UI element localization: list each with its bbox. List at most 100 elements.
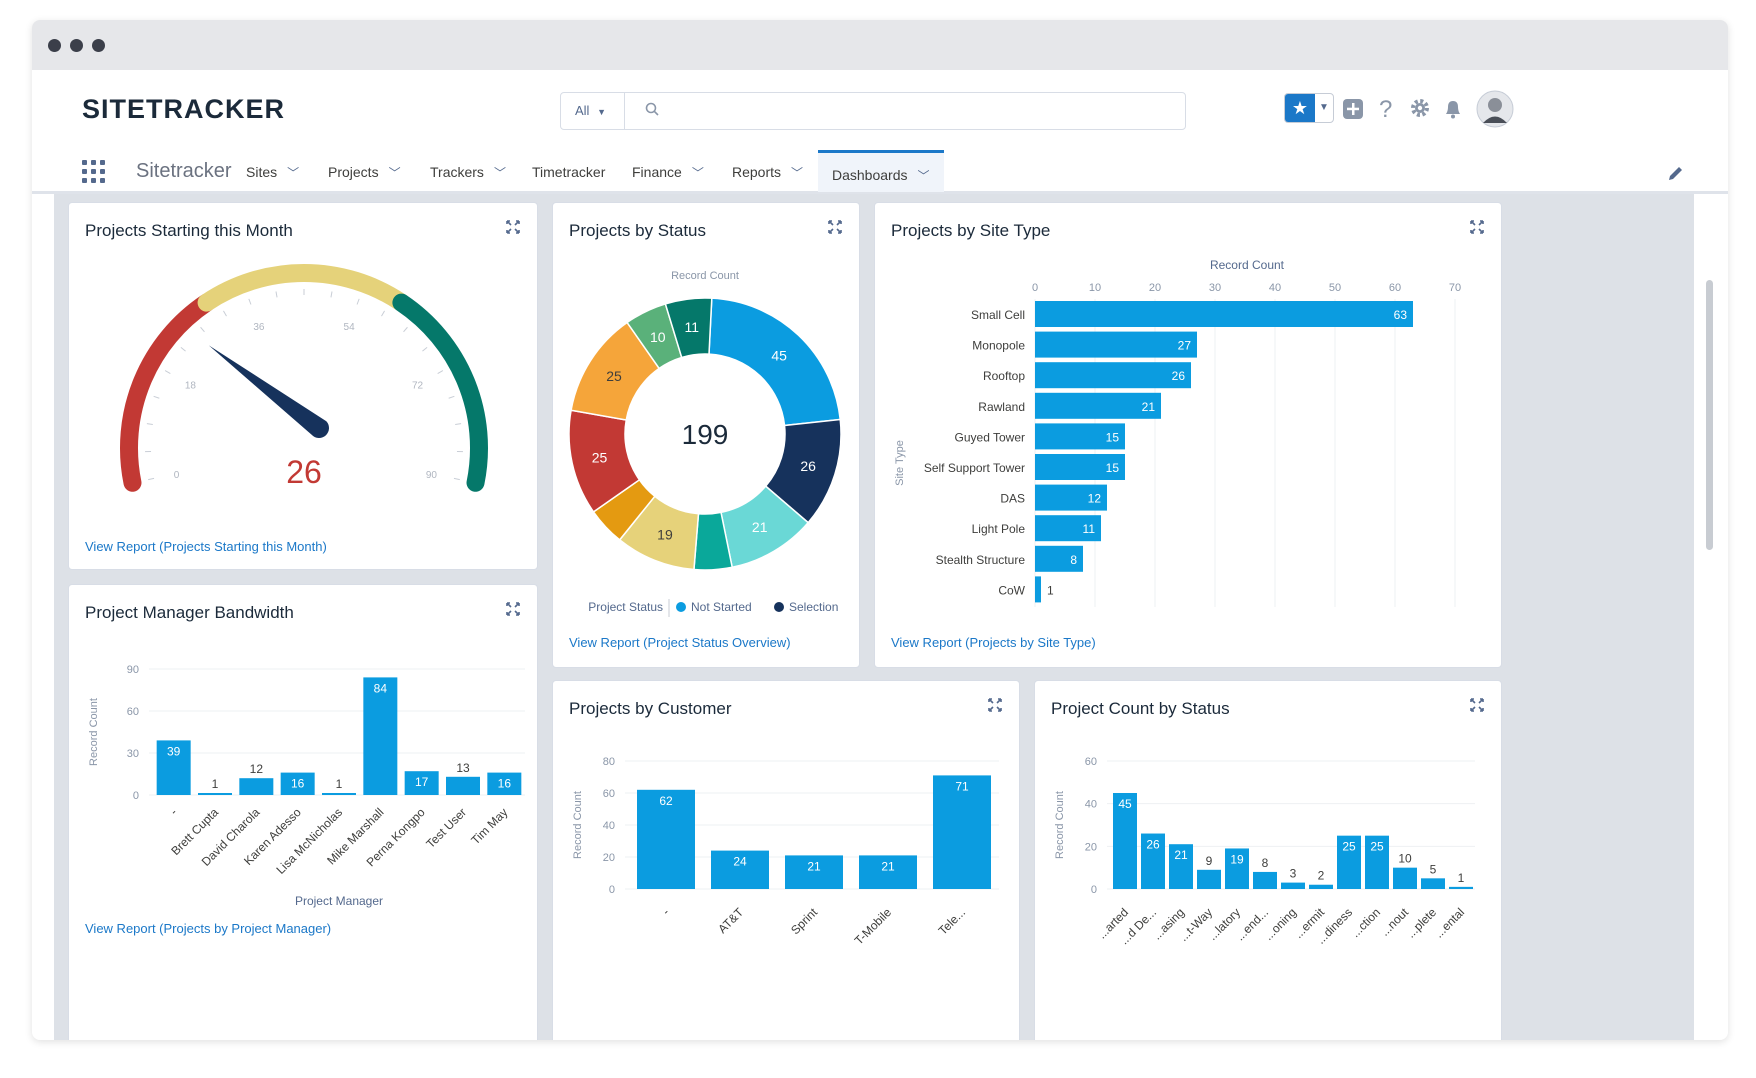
gauge-tick [381, 310, 385, 317]
bar [198, 793, 232, 795]
gauge-tick [437, 370, 444, 374]
bar [1197, 869, 1221, 889]
help-icon[interactable]: ? [1376, 96, 1396, 122]
bar-data-label: 10 [1398, 852, 1412, 866]
bar-data-label: 21 [881, 859, 895, 873]
bar [1035, 484, 1107, 511]
y-tick-label: 0 [133, 790, 139, 802]
gauge-tick-label: 36 [253, 322, 265, 333]
favorites-button[interactable]: ★ ▼ [1284, 93, 1334, 123]
chevron-down-icon[interactable]: ﹀ [493, 166, 506, 180]
gauge-tick [453, 477, 460, 481]
gauge-tick [148, 477, 155, 481]
app-launcher-icon[interactable] [82, 160, 106, 184]
gauge-band [120, 293, 216, 492]
chevron-down-icon: ▼ [597, 107, 606, 117]
search-input[interactable] [631, 97, 1171, 125]
bar [363, 677, 398, 795]
nav-item-sites[interactable]: Sites ﹀ [246, 164, 299, 181]
card-project-manager-bandwidth: Project Manager Bandwidth 0 30 60 90 39-1 Bre… [68, 584, 538, 1040]
x-tick-label: - [167, 805, 180, 818]
global-search[interactable]: All ▼ [560, 92, 1186, 130]
nav-item-timetracker[interactable]: Timetracker [532, 164, 605, 180]
gauge-tick-label: 18 [185, 381, 197, 392]
star-icon: ★ [1285, 94, 1315, 122]
bar-data-label: 21 [807, 859, 821, 873]
x-tick-label: 20 [1149, 282, 1161, 294]
bar-data-label: 1 [212, 777, 219, 791]
bar-data-label: 15 [1106, 430, 1120, 444]
chevron-down-icon[interactable]: ﹀ [691, 166, 704, 180]
bar-data-label: 25 [1342, 840, 1356, 854]
chevron-down-icon[interactable]: ﹀ [791, 166, 804, 180]
nav-item-finance[interactable]: Finance ﹀ [632, 164, 704, 181]
bell-icon[interactable] [1442, 98, 1464, 120]
expand-icon[interactable] [987, 697, 1003, 713]
expand-icon[interactable] [1469, 219, 1485, 235]
chevron-down-icon[interactable]: ﹀ [917, 169, 930, 183]
bar [280, 772, 315, 795]
bar [1035, 576, 1041, 603]
search-scope-label: All [575, 103, 590, 118]
sitetracker-logo[interactable]: SITETRACKER [82, 94, 286, 124]
chevron-down-icon[interactable]: ﹀ [388, 166, 401, 180]
x-tick-label: ...oning [1261, 905, 1299, 943]
gauge-tick [180, 346, 186, 352]
bar [487, 772, 522, 795]
bar [637, 789, 695, 889]
bar [1337, 835, 1361, 889]
app-name: Sitetracker [136, 160, 232, 182]
y-axis-title: Record Count [1054, 791, 1066, 859]
y-tick-label: 40 [603, 820, 615, 832]
bar [785, 855, 843, 889]
y-tick-label: 60 [603, 788, 615, 800]
bar [1035, 301, 1413, 327]
y-tick-label: DAS [1000, 492, 1025, 506]
bar [1035, 545, 1083, 572]
window-dot-icon[interactable] [48, 39, 61, 52]
view-report-link[interactable]: View Report (Projects by Project Manager… [85, 921, 332, 936]
gauge-tick [356, 298, 360, 305]
avatar[interactable] [1476, 90, 1514, 128]
add-icon[interactable] [1342, 98, 1364, 120]
gear-icon[interactable] [1408, 96, 1432, 120]
view-report-link[interactable]: View Report (Projects Starting this Mont… [85, 539, 327, 554]
y-axis-title: Record Count [88, 698, 100, 766]
nav-item-projects[interactable]: Projects ﹀ [328, 164, 401, 181]
card-title: Projects by Customer [569, 699, 732, 718]
expand-icon[interactable] [1469, 697, 1485, 713]
nav-item-reports[interactable]: Reports ﹀ [732, 164, 803, 181]
bar [1253, 871, 1277, 889]
bar [1113, 793, 1137, 889]
y-tick-label: Light Pole [972, 522, 1026, 536]
expand-icon[interactable] [505, 219, 521, 235]
legend-swatch [676, 602, 686, 612]
view-report-link[interactable]: View Report (Projects by Site Type) [891, 635, 1096, 650]
chevron-down-icon[interactable]: ﹀ [287, 166, 300, 180]
x-tick-label: 0 [1032, 282, 1038, 294]
legend-entry: Not Started [691, 600, 752, 614]
bar-data-label: 63 [1394, 308, 1408, 322]
edit-nav-icon[interactable] [1667, 164, 1685, 182]
gauge-tick [146, 423, 153, 426]
bar-data-label: 24 [733, 855, 747, 869]
window-dot-icon[interactable] [70, 39, 83, 52]
y-tick-label: 60 [127, 706, 139, 718]
view-report-link[interactable]: View Report (Project Status Overview) [569, 635, 791, 650]
scrollbar[interactable] [1706, 280, 1713, 550]
bar-data-label: 27 [1178, 339, 1192, 353]
bar-data-label: 21 [1174, 848, 1188, 862]
nav-item-trackers[interactable]: Trackers ﹀ [430, 164, 506, 181]
donut-data-label: 19 [657, 526, 673, 542]
expand-icon[interactable] [827, 219, 843, 235]
y-tick-label: 0 [1091, 884, 1097, 896]
nav-item-dashboards[interactable]: Dashboards ﹀ [818, 150, 944, 192]
window-dot-icon[interactable] [92, 39, 105, 52]
bar-data-label: 9 [1206, 854, 1213, 868]
search-scope-dropdown[interactable]: All ▼ [561, 93, 625, 129]
expand-icon[interactable] [505, 601, 521, 617]
nav-label: Finance [632, 164, 682, 180]
gauge-tick [403, 326, 408, 333]
bar-data-label: 13 [456, 761, 470, 775]
bar-data-label: 45 [1118, 797, 1132, 811]
